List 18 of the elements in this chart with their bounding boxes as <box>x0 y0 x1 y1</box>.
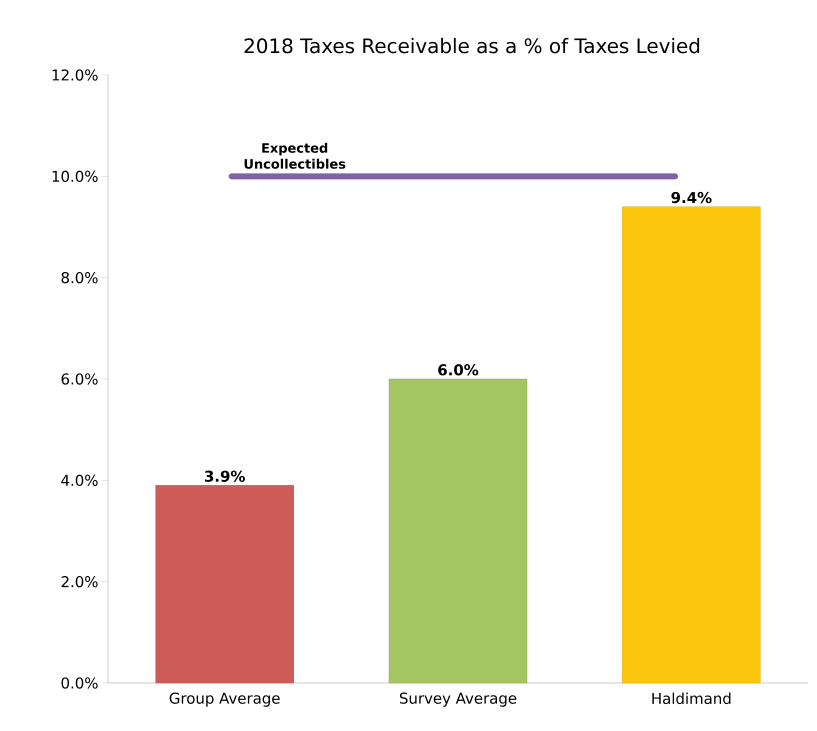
bar <box>388 378 528 684</box>
y-tick-label: 10.0% <box>52 170 98 182</box>
x-tick-label: Survey Average <box>400 692 516 707</box>
x-tick-label: Haldimand <box>652 692 730 704</box>
y-tick-label: 12.0% <box>52 69 98 81</box>
y-tick-label: 6.0% <box>62 373 98 385</box>
y-tick-label: 2.0% <box>62 576 98 588</box>
y-tick-label: 0.0% <box>62 677 98 689</box>
chart-title: 2018 Taxes Receivable as a % of Taxes Levied <box>244 38 700 54</box>
data-label: 9.4% <box>671 192 712 204</box>
y-tick-label: 8.0% <box>62 272 98 284</box>
y-tick-label: 4.0% <box>61 474 98 486</box>
data-label: 3.9% <box>204 470 245 482</box>
bar <box>155 485 294 684</box>
data-label: 6.0% <box>438 364 478 376</box>
ref-line-label: Expected Uncollectibles <box>244 142 346 169</box>
bar <box>622 206 761 684</box>
x-tick-label: Group Average <box>170 692 280 707</box>
